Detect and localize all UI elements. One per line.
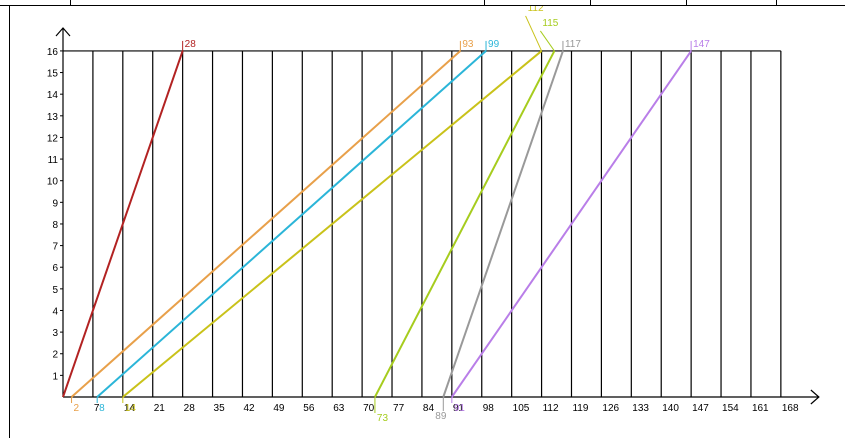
series-end-label-0: 28 [185,39,197,50]
series-layer [62,50,692,398]
x-tick-label-91: 91 [453,403,465,414]
series-line-2 [96,50,487,398]
series-line-1 [70,50,462,398]
series-end-label-4: 115 [542,18,558,29]
x-tick-label-49: 49 [273,403,285,414]
series-line-6 [451,50,692,398]
y-axis-arrow [55,27,71,37]
x-tick-label-21: 21 [154,403,166,414]
series-start-label-5: 89 [435,411,447,422]
y-tick-label-5: 5 [52,285,58,296]
strip-divider [70,0,71,6]
x-tick-label-63: 63 [333,403,345,414]
grid-layer [63,50,782,397]
top-toolbar-strip [0,0,845,6]
x-tick-label-161: 161 [752,403,769,414]
y-tick-label-15: 15 [47,69,59,80]
y-tick-label-12: 12 [47,133,59,144]
x-tick-label-7: 7 [94,403,100,414]
y-tick-label-16: 16 [47,47,59,58]
x-tick-label-35: 35 [214,403,226,414]
x-tick-label-140: 140 [662,403,679,414]
x-tick-label-98: 98 [483,403,495,414]
x-tick-label-154: 154 [722,403,739,414]
x-tick-label-14: 14 [124,403,136,414]
y-tick-label-13: 13 [47,112,59,123]
y-tick-label-14: 14 [47,90,59,101]
x-tick-label-126: 126 [602,403,619,414]
x-tick-label-77: 77 [393,403,405,414]
x-tick-label-28: 28 [184,403,196,414]
series-start-label-1: 2 [74,403,80,414]
x-tick-label-147: 147 [692,403,709,414]
series-end-label-3: 112 [528,6,544,14]
x-tick-label-112: 112 [543,403,559,414]
y-tick-label-4: 4 [52,306,58,317]
y-tick-label-8: 8 [52,220,58,231]
x-tick-label-119: 119 [572,403,588,414]
y-tick-label-9: 9 [52,198,58,209]
series-end-label-5: 117 [565,39,581,50]
chart-panel: 1 2 3 4 5 6 7 8 9 10 11 12 13 14 15 16 7 14 21 28 35 42 49 56 63… [9,6,845,438]
y-tick-label-3: 3 [52,328,58,339]
x-tick-label-168: 168 [782,403,799,414]
x-axis-arrow [810,389,820,405]
series-line-5 [442,50,564,398]
x-tick-label-105: 105 [513,403,530,414]
strip-divider [590,0,591,6]
x-tick-label-70: 70 [363,403,375,414]
series-start-label-2: 8 [99,403,105,414]
x-tick-label-56: 56 [303,403,315,414]
strip-divider [686,0,687,6]
series-end-leader-4 [539,30,555,52]
series-line-3 [122,50,543,398]
y-tick-label-7: 7 [52,242,58,253]
series-line-0 [62,50,184,398]
y-tick-label-6: 6 [52,263,58,274]
y-tick-label-10: 10 [47,177,59,188]
strip-divider [776,0,777,6]
x-tick-label-133: 133 [632,403,649,414]
strip-divider [484,0,485,6]
series-start-label-4: 73 [377,413,389,424]
series-end-label-1: 93 [462,39,474,50]
x-tick-label-84: 84 [423,403,435,414]
series-end-label-2: 99 [488,39,500,50]
series-line-4 [374,50,556,398]
y-tick-label-11: 11 [48,155,59,166]
x-tick-label-42: 42 [243,403,255,414]
series-start-label-3: 14 [125,403,137,414]
series-end-label-6: 147 [693,39,710,50]
series-end-leader-3 [525,15,543,52]
y-tick-label-2: 2 [52,350,58,361]
y-tick-label-1: 1 [52,371,58,382]
series-start-label-6: 91 [454,403,466,414]
